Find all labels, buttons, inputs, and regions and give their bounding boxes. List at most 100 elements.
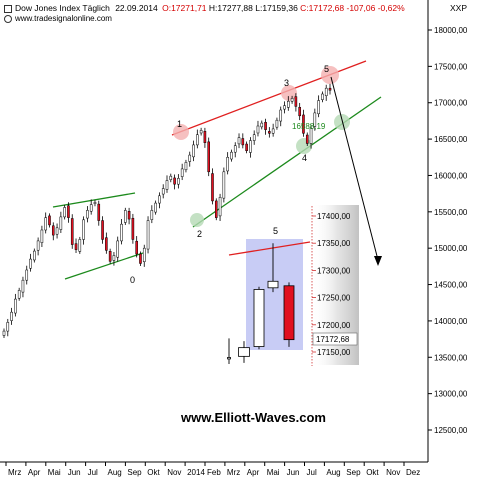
candle-body [218,197,222,217]
y-tick-label: 12500,00 [434,426,468,435]
candle-body [199,130,203,134]
candle-body [177,178,180,185]
candle-body [154,202,157,213]
inset-last-value-label: 17172,68 [316,335,350,344]
candle-body [150,210,154,220]
y-axis: 12500,00 13000,00 13500,00 14000,00 14500,00… [428,26,468,435]
candle-body [29,258,32,269]
x-tick-label: 2014 [187,468,205,477]
low-value: L:17159,36 [255,3,298,13]
candle-body [97,203,101,221]
y-tick-label: 14500,00 [434,281,468,290]
inset-y-tick-label: 17250,00 [317,294,351,303]
wave-4-marker [296,138,312,154]
wave-1-label: 1 [177,119,182,129]
candle-body [290,98,294,102]
x-tick-label: Dez [406,468,420,477]
x-tick-label: Apr [28,468,41,477]
candle-body [252,134,256,141]
candle-body [317,100,320,115]
candle-body [161,188,165,195]
candle-body [86,210,89,219]
inset-candles [227,243,295,364]
candle-body [127,210,131,220]
candle-body [260,122,264,128]
y-tick-label: 16500,00 [434,135,468,144]
source-url[interactable]: www.tradesignalonline.com [15,14,112,23]
candle-body [25,269,29,281]
candle-body [298,106,301,117]
globe-icon [4,14,12,23]
candle-body [324,87,328,96]
candle-body [313,112,317,127]
candle-body [165,180,169,190]
candle-body [241,138,245,146]
candle-body [93,202,97,204]
close-value: C:17172,68 [300,3,345,13]
candle-body [203,130,207,143]
wave-1-marker [173,124,189,140]
candle-body [279,109,283,122]
x-tick-label: Okt [147,468,160,477]
candle-body [142,247,146,262]
candle-body [192,144,195,158]
candle-body [36,240,40,251]
inset-y-tick-label: 17400,00 [317,212,351,221]
candle-body [63,207,66,218]
source-line: www.tradesignalonline.com [4,14,112,24]
y-tick-label: 15500,00 [434,208,468,217]
candle-body [328,87,332,91]
candle-body [158,195,161,204]
x-tick-label: Sep [346,468,361,477]
candle-body [14,298,17,314]
candle-body [44,217,47,231]
left-channel-lower-line [64,252,144,280]
candle-body [211,173,214,202]
x-tick-label: Apr [247,468,260,477]
candle-body [309,127,313,144]
x-tick-label: Mai [267,468,280,477]
candle-body [48,215,51,226]
inset-candle-body [267,280,279,289]
candle-body [184,162,188,171]
x-tick-label: Nov [386,468,400,477]
inset-channel-line [228,241,311,256]
x-tick-label: Aug [108,468,122,477]
inset-last-value-box [312,332,358,346]
watermark: www.Elliott-Waves.com [180,410,326,425]
candle-body [112,255,116,261]
inset-y-tick-label: 17300,00 [317,266,351,275]
candle-body [230,151,233,160]
candle-body [124,210,127,223]
wave-0-label: 0 [130,275,135,285]
currency-label: XXP [450,3,468,13]
candle-body [33,250,36,261]
candle-body [135,240,138,255]
candle-body [59,216,63,230]
candle-body [169,175,173,180]
candle-body [70,218,74,245]
candle-body [294,96,298,107]
x-tick-label: Jun [287,468,300,477]
candle-body [17,290,21,299]
change-value: -107,06 -0,62% [346,3,405,13]
candle-body [283,105,286,110]
candle-body [196,134,199,146]
wave-5-marker [321,66,339,84]
x-tick-label: Sep [127,468,142,477]
menu-icon[interactable] [4,4,12,13]
inset-panel: 17150,00 17200,00 17250,00 17300,00 17350,00… [227,205,359,366]
candle-body [146,220,150,250]
candle-body [116,240,120,258]
candle-body [305,134,309,144]
candle-body [173,177,176,185]
inset-candle-body [283,285,295,341]
candle-body [233,145,237,153]
candle-body [139,253,142,264]
candle-body [108,250,112,262]
x-tick-label: Jun [68,468,81,477]
quote-date: 22.09.2014 [115,3,158,13]
candle-body [51,225,55,236]
y-tick-label: 14000,00 [434,317,468,326]
wave-5-label: 5 [324,64,329,74]
